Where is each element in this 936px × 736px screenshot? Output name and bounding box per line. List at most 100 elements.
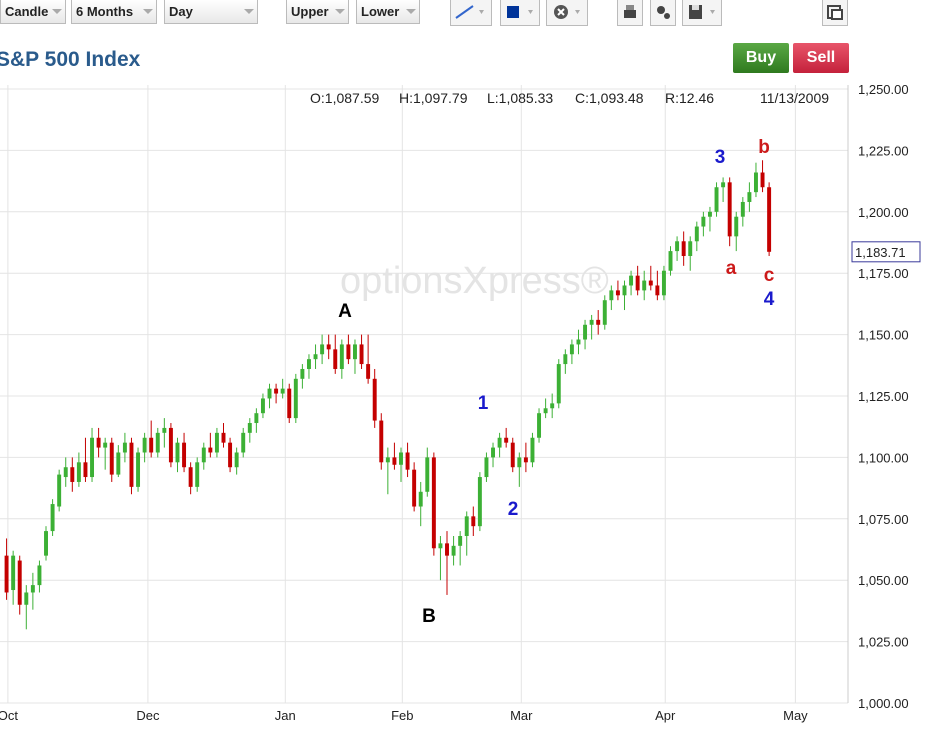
y-tick-label: 1,200.00 <box>858 205 909 220</box>
candle-body <box>747 192 752 202</box>
delete-tool[interactable] <box>546 0 588 26</box>
candle-body <box>425 457 430 492</box>
icon <box>827 5 843 20</box>
candle-body <box>155 432 160 453</box>
candle-body <box>175 442 180 463</box>
candle-body <box>556 364 561 404</box>
candle-body <box>418 491 423 507</box>
ohlc-close: C:1,093.48 <box>575 90 644 106</box>
candle-body <box>136 452 141 487</box>
candle-body <box>635 275 640 291</box>
range-select[interactable]: 6 Months <box>71 0 157 24</box>
upper-select[interactable]: Upper <box>286 0 349 24</box>
wave-label: 1 <box>478 393 489 414</box>
candle-body <box>201 447 206 463</box>
candle-body <box>293 378 298 419</box>
y-tick-label: 1,025.00 <box>858 635 909 650</box>
candle-body <box>497 437 502 448</box>
ohlc-date: 11/13/2009 <box>760 90 829 106</box>
candle-body <box>609 290 614 301</box>
candle-body <box>280 388 285 394</box>
chart-type-select[interactable]: Candle <box>0 0 66 24</box>
candle-body <box>122 442 127 453</box>
candle-body <box>405 452 410 470</box>
candle-body <box>188 467 193 487</box>
candle-body <box>721 182 726 188</box>
candle-body <box>37 565 42 586</box>
candle-body <box>734 216 739 237</box>
icon <box>689 5 715 19</box>
candle-body <box>412 469 417 507</box>
candle-body <box>523 457 528 463</box>
color-tool[interactable] <box>500 0 540 26</box>
candle-body <box>149 437 154 453</box>
wave-label: 2 <box>508 499 519 520</box>
candle-body <box>517 457 522 468</box>
candle-body <box>214 432 219 453</box>
candle-body <box>63 467 68 478</box>
candle-body <box>727 182 732 237</box>
candle-body <box>234 452 239 468</box>
candle-body <box>399 452 403 465</box>
y-tick-label: 1,100.00 <box>858 450 909 465</box>
wave-label: a <box>726 258 737 279</box>
candle-body <box>11 555 16 591</box>
print-tool[interactable] <box>617 0 643 26</box>
sell-button[interactable]: Sell <box>793 43 849 73</box>
candle-body <box>306 359 311 369</box>
candle-body <box>701 216 706 227</box>
candle-body <box>675 241 680 252</box>
candle-body <box>116 452 121 475</box>
candle-body <box>629 275 634 286</box>
candle-body <box>267 388 272 399</box>
x-tick-label: May <box>783 708 808 723</box>
settings-tool[interactable] <box>650 0 676 26</box>
x-tick-label: Oct <box>0 708 18 723</box>
y-tick-label: 1,000.00 <box>858 696 909 711</box>
candle-body <box>24 592 29 605</box>
candle-body <box>372 378 377 421</box>
chart-title: S&P 500 Index <box>0 48 141 71</box>
candle-body <box>83 462 88 478</box>
candle-body <box>642 280 647 291</box>
candle-body <box>668 251 673 271</box>
candle-body <box>458 535 463 546</box>
line-tool[interactable] <box>450 0 492 26</box>
candle-body <box>451 545 456 556</box>
candle-body <box>208 447 213 453</box>
candle-body <box>162 427 167 433</box>
save-tool[interactable] <box>682 0 722 26</box>
candle-body <box>537 413 542 438</box>
candle-body <box>359 344 364 365</box>
x-tick-label: Jan <box>275 708 296 723</box>
candle-body <box>760 172 765 188</box>
candle-body <box>688 241 693 257</box>
lower-select[interactable]: Lower <box>356 0 420 24</box>
candle-body <box>438 543 443 549</box>
candle-body <box>44 531 48 556</box>
candle-body <box>90 437 95 478</box>
candle-body <box>477 477 482 527</box>
y-tick-label: 1,050.00 <box>858 573 909 588</box>
wave-label: b <box>758 137 770 158</box>
popout-tool[interactable] <box>822 0 848 26</box>
candle-body <box>103 442 108 448</box>
buy-button[interactable]: Buy <box>733 43 789 73</box>
candle-body <box>431 457 436 549</box>
interval-select[interactable]: Day <box>164 0 258 24</box>
icon <box>657 6 670 19</box>
icon <box>507 6 533 18</box>
candle-body <box>57 474 62 507</box>
candle-body <box>510 442 515 468</box>
candle-body <box>622 285 627 296</box>
wave-label: A <box>338 301 352 322</box>
candle-body <box>274 388 279 394</box>
candle-body <box>392 457 397 465</box>
candle-body <box>168 427 173 463</box>
last-price-label: 1,183.71 <box>855 245 906 260</box>
candle-body <box>753 172 758 193</box>
candle-body <box>221 432 226 443</box>
candle-body <box>563 354 568 365</box>
candle-body <box>445 543 449 556</box>
